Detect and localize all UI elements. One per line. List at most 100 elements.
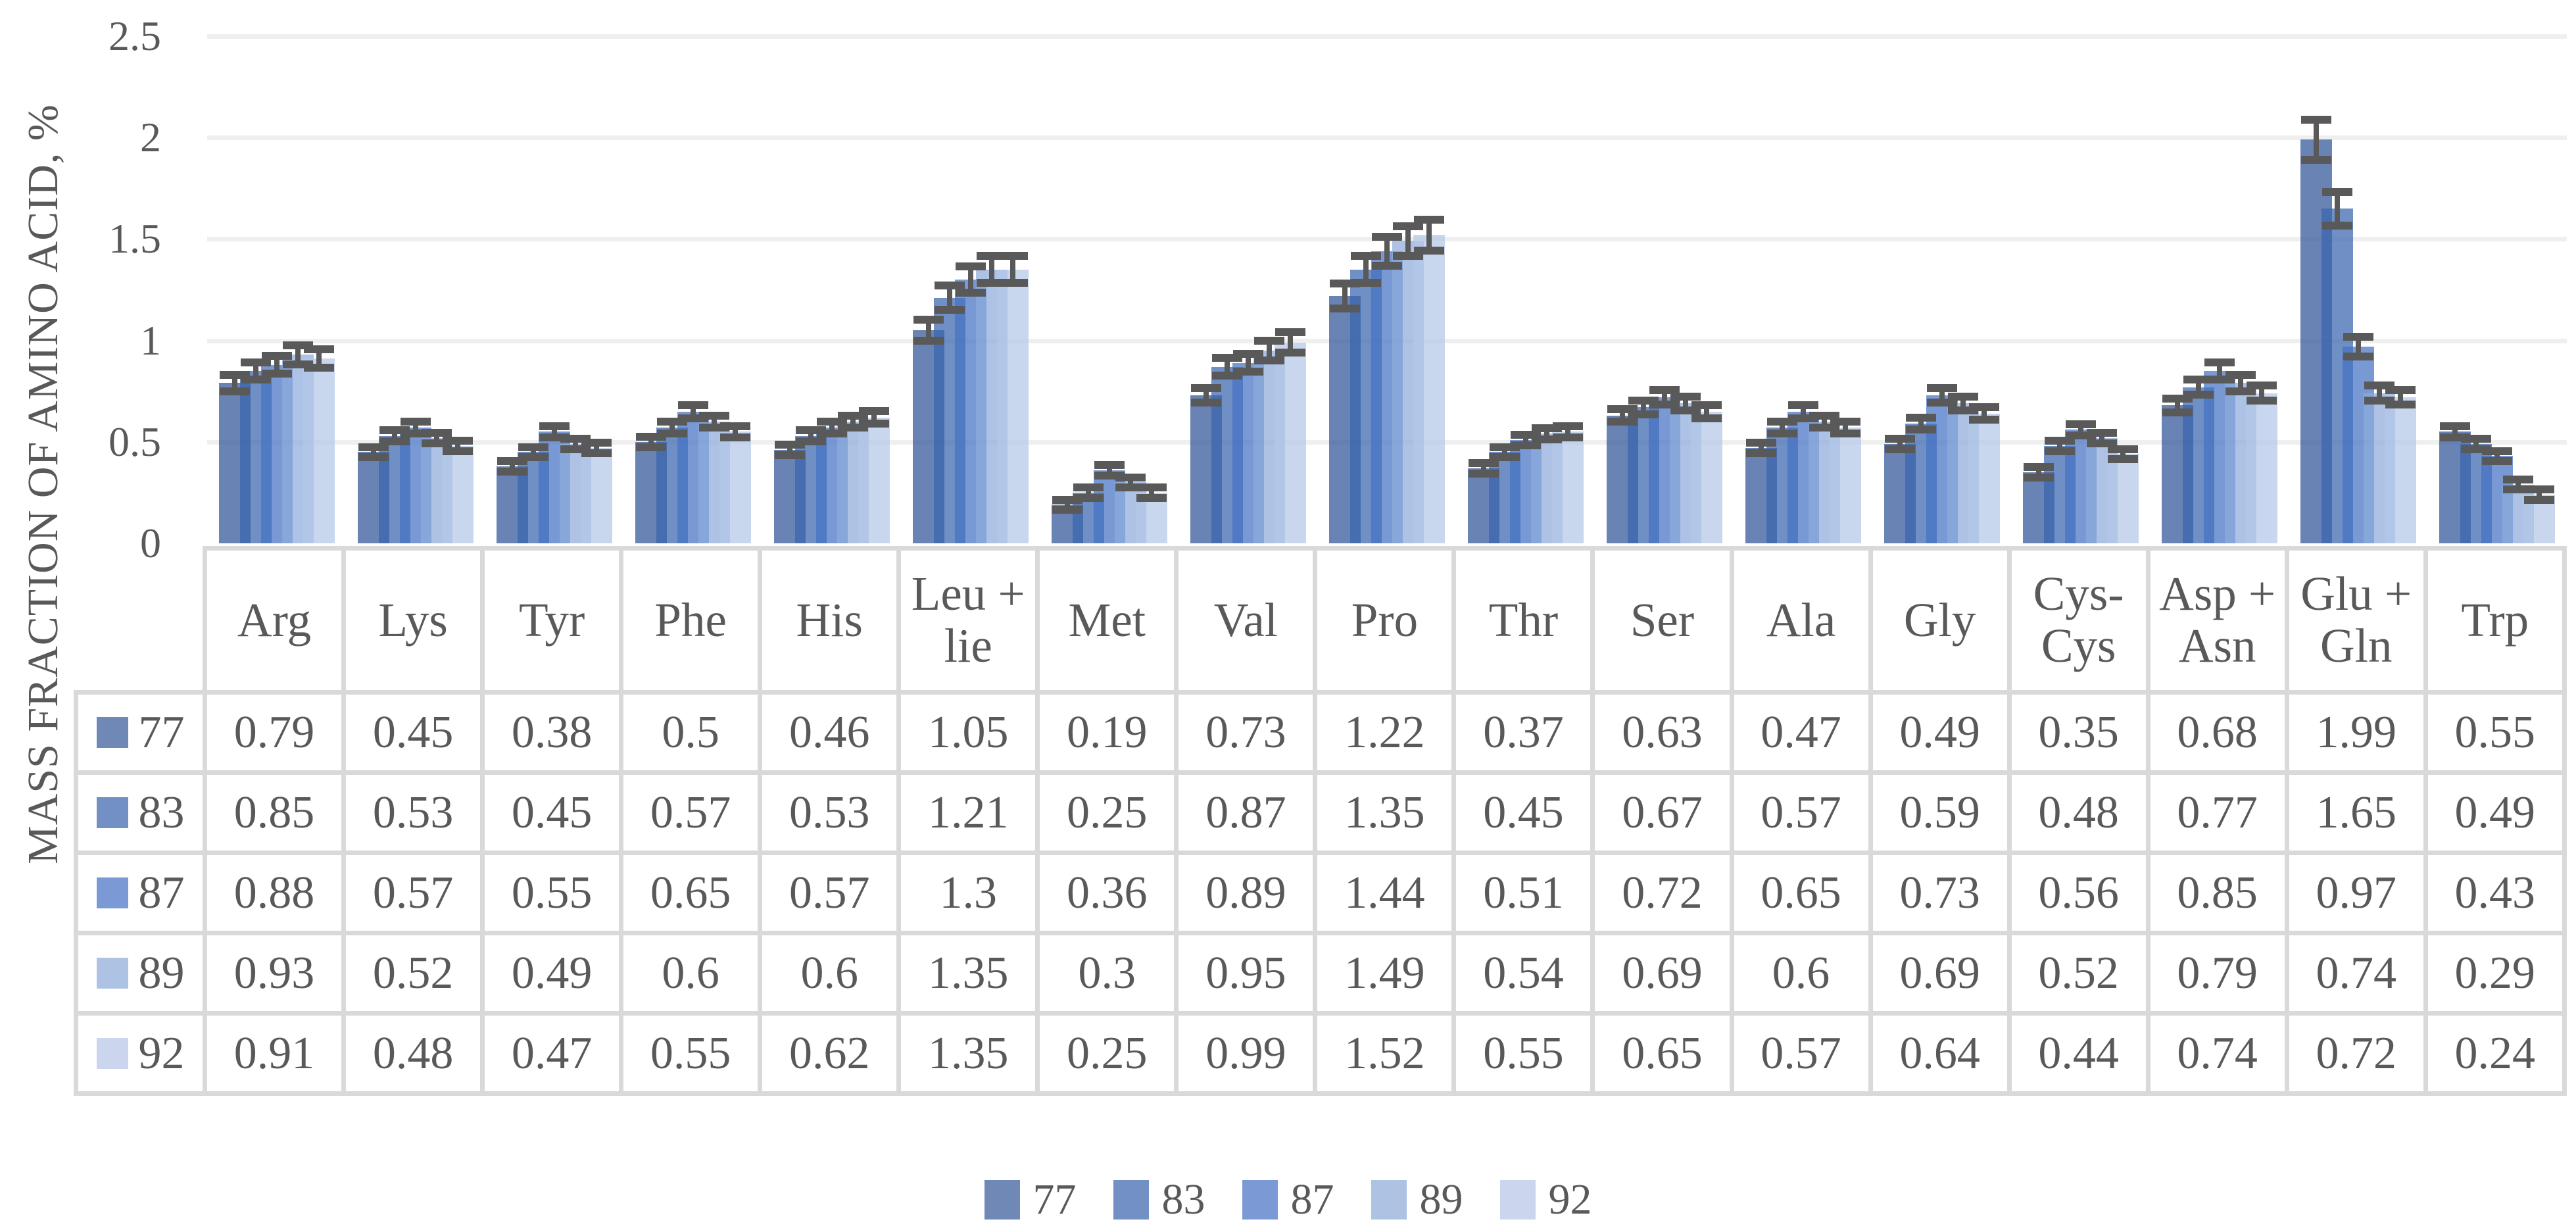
bar-92-Thr [1552, 431, 1584, 543]
error-bar-stem-83-Gly [1918, 417, 1924, 430]
value-cell-77-Thr: 0.37 [1451, 690, 1595, 775]
gridline-2 [207, 136, 2567, 141]
value-cell-77-Glu + Gln: 1.99 [2284, 690, 2428, 775]
category-header-Thr: Thr [1451, 546, 1595, 695]
error-bar-cap-top-87-Arg [261, 352, 292, 360]
error-bar-cap-top-77-Ala [1746, 439, 1777, 447]
category-header-Met: Met [1035, 546, 1179, 695]
error-bar-stem-92-Val [1287, 332, 1293, 353]
error-bar-stem-83-Pro [1363, 255, 1369, 283]
value-cell-92-Phe: 0.55 [619, 1011, 763, 1096]
value-cell-83-Arg: 0.85 [202, 770, 347, 855]
error-bar-cap-bottom-77-Cys-Cys [2024, 473, 2054, 481]
error-bar-stem-83-Thr [1502, 447, 1508, 457]
value-cell-89-His: 0.6 [758, 931, 902, 1016]
error-bar-cap-top-92-Ala [1830, 418, 1861, 426]
error-bar-cap-bottom-77-Leu + lie [913, 337, 944, 345]
error-bar-cap-bottom-92-Asp + Asn [2247, 397, 2277, 405]
value-cell-92-Ala: 0.57 [1729, 1011, 1873, 1096]
value-cell-92-Lys: 0.48 [341, 1011, 485, 1096]
error-bar-stem-77-Val [1203, 387, 1209, 403]
error-bar-stem-92-Tyr [593, 443, 599, 453]
legend-item-77: 77 [984, 1175, 1077, 1225]
error-bar-cap-top-77-Glu + Gln [2301, 115, 2332, 124]
error-bar-cap-top-89-Gly [1948, 392, 1979, 401]
value-cell-77-Val: 0.73 [1174, 690, 1318, 775]
bar-92-Tyr [580, 448, 612, 543]
legend-item-label: 83 [1161, 1175, 1205, 1223]
error-bar-cap-top-83-Trp [2461, 435, 2492, 443]
error-bar-stem-92-Ala [1843, 422, 1849, 433]
value-cell-77-Ser: 0.63 [1590, 690, 1734, 775]
error-bar-stem-87-Pro [1384, 236, 1390, 266]
error-bar-stem-83-Phe [669, 422, 675, 433]
value-cell-89-Thr: 0.54 [1451, 931, 1595, 1016]
error-bar-cap-top-87-Cys-Cys [2066, 420, 2097, 428]
value-cell-77-Phe: 0.5 [619, 690, 763, 775]
error-bar-stem-89-Ala [1822, 415, 1828, 428]
value-cell-87-Pro: 1.44 [1313, 850, 1457, 935]
error-bar-cap-top-83-Arg [240, 358, 271, 366]
error-bar-cap-top-87-Lys [400, 418, 431, 426]
error-bar-stem-92-Met [1148, 487, 1154, 498]
table-corner-cell [76, 549, 205, 693]
category-header-Leu + lie: Leu + lie [896, 546, 1040, 695]
category-header-Arg: Arg [202, 546, 347, 695]
error-bar-cap-top-77-Cys-Cys [2024, 463, 2054, 472]
value-cell-92-Ser: 0.65 [1590, 1011, 1734, 1096]
error-bar-cap-top-92-Met [1136, 483, 1167, 492]
bar-92-Cys-Cys [2107, 454, 2139, 543]
category-header-Glu + Gln: Glu + Gln [2284, 546, 2428, 695]
value-cell-87-Arg: 0.88 [202, 850, 347, 935]
error-bar-stem-89-Asp + Asn [2238, 375, 2244, 391]
error-bar-cap-top-87-Tyr [539, 422, 570, 430]
error-bar-stem-87-Val [1245, 353, 1251, 372]
error-bar-stem-87-Lys [412, 422, 418, 433]
value-cell-87-Gly: 0.73 [1868, 850, 2012, 935]
value-cell-89-Pro: 1.49 [1313, 931, 1457, 1016]
error-bar-cap-bottom-83-Phe [656, 430, 687, 437]
error-bar-stem-87-Phe [690, 405, 696, 418]
error-bar-stem-87-Met [1106, 465, 1112, 476]
legend-item-label: 77 [1033, 1175, 1077, 1223]
error-bar-stem-92-His [871, 411, 877, 424]
error-bar-cap-bottom-77-Pro [1330, 304, 1360, 312]
error-bar-stem-77-Cys-Cys [2036, 467, 2042, 478]
value-cell-89-Ser: 0.69 [1590, 931, 1734, 1016]
error-bar-cap-bottom-87-Val [1232, 368, 1263, 376]
error-bar-stem-77-Ala [1759, 443, 1764, 453]
category-header-Val: Val [1174, 546, 1318, 695]
value-cell-92-Met: 0.25 [1035, 1011, 1179, 1096]
error-bar-cap-top-92-Cys-Cys [2108, 445, 2139, 453]
error-bar-cap-bottom-92-Cys-Cys [2108, 455, 2139, 463]
error-bar-cap-top-77-Gly [1885, 435, 1916, 443]
error-bar-cap-bottom-87-Leu + lie [955, 289, 986, 297]
error-bar-cap-bottom-77-Met [1052, 506, 1082, 514]
error-bar-stem-83-Ala [1780, 422, 1786, 433]
category-header-Ser: Ser [1590, 546, 1734, 695]
error-bar-stem-92-Ser [1704, 405, 1710, 418]
error-bar-stem-87-Leu + lie [967, 266, 973, 293]
value-cell-77-Leu + lie: 1.05 [896, 690, 1040, 775]
error-bar-cap-top-87-Ala [1788, 401, 1819, 409]
error-bar-cap-bottom-92-Lys [442, 447, 473, 455]
value-cell-89-Met: 0.3 [1035, 931, 1179, 1016]
error-bar-stem-83-Tyr [530, 447, 536, 457]
category-header-Gly: Gly [1868, 546, 2012, 695]
value-cell-87-His: 0.57 [758, 850, 902, 935]
error-bar-cap-top-83-Gly [1906, 413, 1937, 422]
error-bar-stem-77-Ser [1620, 408, 1626, 422]
error-bar-cap-bottom-83-Asp + Asn [2183, 391, 2214, 399]
series-key-swatch-83 [96, 797, 128, 828]
error-bar-cap-top-83-Met [1073, 483, 1104, 492]
value-cell-83-Leu + lie: 1.21 [896, 770, 1040, 855]
value-cell-83-Asp + Asn: 0.77 [2145, 770, 2289, 855]
bar-92-Lys [441, 445, 474, 543]
table-row-series-87: 87 0.88 0.57 0.55 0.65 0.57 1.3 0.36 0.89 1.44 0.5… [74, 850, 2567, 935]
error-bar-stem-87-Cys-Cys [2078, 424, 2084, 435]
value-cell-89-Leu + lie: 1.35 [896, 931, 1040, 1016]
error-bar-cap-top-89-Asp + Asn [2225, 371, 2256, 380]
error-bar-stem-92-Gly [1981, 407, 1987, 420]
value-cell-83-Gly: 0.59 [1868, 770, 2012, 855]
